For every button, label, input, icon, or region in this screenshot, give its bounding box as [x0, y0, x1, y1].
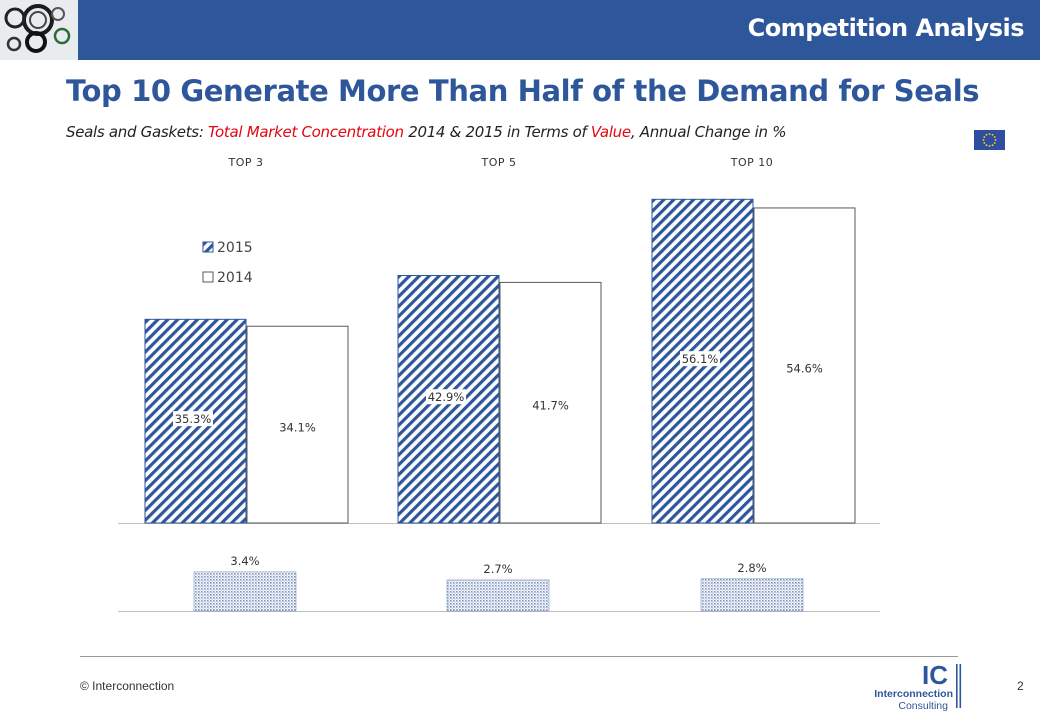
change-data-label: 2.7% [483, 562, 512, 576]
section-title: Competition Analysis [747, 14, 1025, 42]
subtitle-part: 2014 & 2015 in Terms of [403, 123, 591, 141]
data-label-2015: 56.1% [682, 352, 719, 366]
logo-line2: Consulting [898, 700, 948, 712]
data-label-bg [426, 389, 466, 405]
chart-subtitle: Seals and Gaskets: Total Market Concentr… [66, 123, 786, 141]
subtitle-part: Seals and Gaskets: [66, 123, 209, 141]
interconnection-consulting-logo: IC Interconnection Consulting [874, 662, 962, 712]
change-bar [700, 578, 804, 612]
category-label: TOP 3 [227, 156, 263, 169]
data-label-bg [173, 411, 213, 427]
change-data-label: 3.4% [230, 554, 259, 568]
category-label: TOP 5 [480, 156, 516, 169]
subtitle-part: , Annual Change in % [630, 123, 787, 141]
page-title: Top 10 Generate More Than Half of the De… [66, 74, 980, 108]
data-label-2014: 34.1% [279, 421, 316, 435]
data-label-2014: 41.7% [532, 399, 569, 413]
change-bar [193, 571, 297, 612]
data-label-bg [680, 351, 720, 367]
bar-2014 [499, 281, 602, 524]
page-number: 2 [1017, 679, 1024, 693]
legend-swatch-2015 [202, 241, 214, 253]
bar-2014 [753, 207, 856, 524]
legend-label-2014: 2014 [217, 270, 253, 286]
logo-line1: Interconnection [874, 688, 953, 700]
bar-2014 [246, 325, 349, 524]
change-data-label: 2.8% [737, 561, 766, 575]
legend-label-2015: 2015 [217, 240, 253, 256]
data-label-2015: 35.3% [175, 412, 212, 426]
logo-letters: IC [922, 662, 948, 690]
legend-swatch-2014 [202, 271, 214, 283]
change-bar [446, 579, 550, 612]
data-label-2014: 54.6% [786, 361, 823, 375]
seals-photo [0, 0, 78, 60]
footer-divider [80, 656, 958, 657]
subtitle-highlight: Value [590, 123, 631, 141]
category-label: TOP 10 [730, 156, 774, 169]
copyright-text: © Interconnection [80, 679, 175, 693]
eu-flag-icon [974, 130, 1005, 150]
subtitle-highlight: Total Market Concentration [208, 123, 404, 141]
header-bar: Competition Analysis [0, 0, 1040, 60]
data-label-2015: 42.9% [428, 390, 465, 404]
